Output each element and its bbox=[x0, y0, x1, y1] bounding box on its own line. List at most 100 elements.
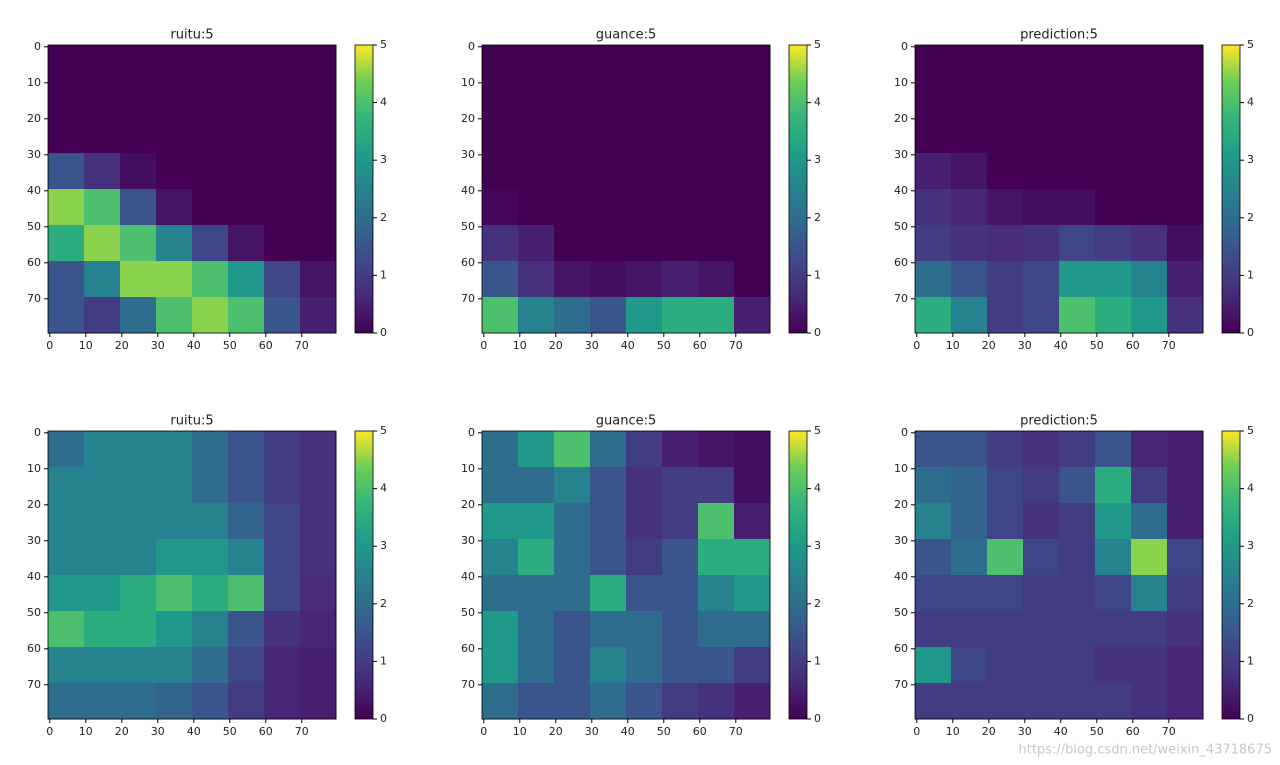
plot-frame bbox=[481, 44, 771, 334]
heatmap-cell bbox=[1059, 297, 1096, 334]
heatmap-cell bbox=[951, 647, 988, 684]
y-tick-label: 50 bbox=[461, 220, 475, 233]
heatmap-cell bbox=[626, 153, 663, 190]
heatmap-cell bbox=[987, 45, 1024, 82]
heatmap-cell bbox=[192, 81, 229, 118]
heatmap-cell bbox=[192, 539, 229, 576]
colorbar-tick-label: 1 bbox=[380, 268, 387, 281]
colorbar-tick-label: 5 bbox=[380, 38, 387, 51]
heatmap-cell bbox=[626, 45, 663, 82]
heatmap-cell bbox=[1095, 683, 1132, 720]
heatmap-cell bbox=[915, 45, 952, 82]
x-tick-label: 50 bbox=[1090, 725, 1104, 738]
heatmap-cell bbox=[1167, 683, 1204, 720]
heatmap-cell bbox=[1023, 261, 1060, 298]
heatmap-cell bbox=[482, 297, 519, 334]
heatmap-cell bbox=[698, 611, 735, 648]
heatmap-cell bbox=[120, 261, 157, 298]
heatmap-cell bbox=[1059, 467, 1096, 504]
heatmap-cell bbox=[987, 225, 1024, 262]
heatmap-cell bbox=[1167, 189, 1204, 226]
heatmap-cell bbox=[300, 153, 337, 190]
heatmap-cell bbox=[734, 225, 771, 262]
colorbar-tick-label: 2 bbox=[814, 211, 821, 224]
heatmap-cell bbox=[84, 503, 121, 540]
colorbar-tick-label: 1 bbox=[1247, 654, 1254, 667]
heatmap-cell bbox=[1167, 153, 1204, 190]
heatmap-cell bbox=[156, 297, 193, 334]
y-tick-label: 50 bbox=[894, 606, 908, 619]
heatmap-cell bbox=[1167, 297, 1204, 334]
heatmap-cell bbox=[156, 539, 193, 576]
heatmap-cell bbox=[1095, 431, 1132, 468]
colorbar bbox=[788, 430, 808, 720]
heatmap-cell bbox=[1023, 45, 1060, 82]
heatmap-cell bbox=[482, 647, 519, 684]
heatmap-cell bbox=[518, 647, 555, 684]
y-tick-label: 70 bbox=[461, 292, 475, 305]
heatmap-cell bbox=[48, 683, 85, 720]
watermark: https://blog.csdn.net/weixin_43718675 bbox=[1018, 743, 1272, 758]
heatmap-cell bbox=[84, 683, 121, 720]
heatmap-cell bbox=[915, 647, 952, 684]
heatmap-cell bbox=[84, 117, 121, 154]
y-tick-label: 10 bbox=[894, 462, 908, 475]
heatmap-cell bbox=[482, 575, 519, 612]
heatmap-cell bbox=[951, 297, 988, 334]
heatmap-cell bbox=[120, 431, 157, 468]
x-tick-label: 60 bbox=[693, 725, 707, 738]
panel-title: prediction:5 bbox=[1020, 414, 1098, 429]
heatmap-cell bbox=[1059, 503, 1096, 540]
y-tick-label: 20 bbox=[894, 112, 908, 125]
heatmap-cell bbox=[228, 647, 265, 684]
heatmap-cell bbox=[662, 539, 699, 576]
heatmap-cell bbox=[120, 117, 157, 154]
heatmap-cell bbox=[734, 611, 771, 648]
colorbar-tick-label: 4 bbox=[814, 482, 821, 495]
y-tick-label: 70 bbox=[27, 292, 41, 305]
x-tick-label: 30 bbox=[1018, 339, 1032, 352]
heatmap-cell bbox=[120, 81, 157, 118]
y-tick-label: 60 bbox=[894, 642, 908, 655]
y-tick-label: 40 bbox=[461, 570, 475, 583]
colorbar-tick-label: 2 bbox=[380, 597, 387, 610]
plot-frame bbox=[47, 430, 337, 720]
y-tick-label: 50 bbox=[27, 220, 41, 233]
heatmap-cell bbox=[518, 261, 555, 298]
heatmap-cell bbox=[48, 45, 85, 82]
y-tick-label: 0 bbox=[901, 40, 908, 53]
x-tick-label: 20 bbox=[549, 339, 563, 352]
heatmap-cell bbox=[300, 189, 337, 226]
heatmap-cell bbox=[1131, 431, 1168, 468]
colorbar-tick-label: 4 bbox=[814, 96, 821, 109]
heatmap-cell bbox=[590, 81, 627, 118]
heatmap-cell bbox=[156, 503, 193, 540]
heatmap-cell bbox=[1023, 297, 1060, 334]
heatmap-cell bbox=[48, 189, 85, 226]
x-tick-label: 70 bbox=[729, 725, 743, 738]
heatmap-cell bbox=[734, 261, 771, 298]
heatmap-cell bbox=[698, 261, 735, 298]
heatmap-cell bbox=[84, 647, 121, 684]
heatmap-cell bbox=[951, 683, 988, 720]
colorbar-tick-label: 1 bbox=[380, 654, 387, 667]
heatmap-cell bbox=[1131, 611, 1168, 648]
colorbar-tick-label: 4 bbox=[380, 482, 387, 495]
heatmap-cell bbox=[590, 189, 627, 226]
heatmap-cell bbox=[1059, 611, 1096, 648]
y-tick-label: 0 bbox=[34, 426, 41, 439]
colorbar-tick-label: 2 bbox=[1247, 597, 1254, 610]
heatmap-cell bbox=[554, 297, 591, 334]
heatmap-cell bbox=[120, 45, 157, 82]
heatmap-cell bbox=[1095, 81, 1132, 118]
colorbar-tick-label: 3 bbox=[814, 539, 821, 552]
heatmap-cell bbox=[228, 189, 265, 226]
heatmap-cell bbox=[156, 683, 193, 720]
y-tick-label: 60 bbox=[27, 642, 41, 655]
x-tick-label: 0 bbox=[480, 339, 487, 352]
y-tick-label: 50 bbox=[27, 606, 41, 619]
heatmap-cell bbox=[1023, 611, 1060, 648]
y-tick-label: 0 bbox=[34, 40, 41, 53]
heatmap-cell bbox=[264, 503, 301, 540]
heatmap-cell bbox=[1059, 431, 1096, 468]
